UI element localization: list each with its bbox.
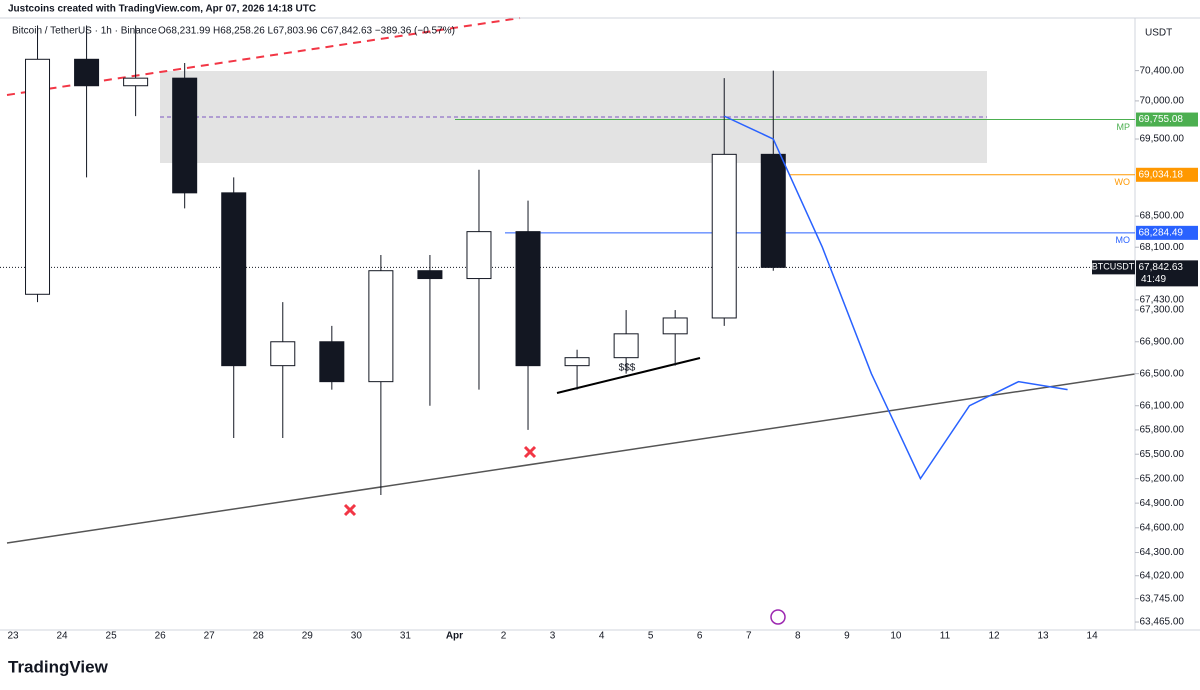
y-tick-label: 65,800.00 (1140, 425, 1185, 436)
x-tick-label: 24 (56, 631, 68, 642)
candle-body (515, 231, 541, 367)
price-tag (1136, 167, 1198, 182)
y-tick-label: 64,900.00 (1140, 498, 1185, 509)
logo: TradingView (8, 657, 109, 676)
x-tick-label: 3 (550, 631, 556, 642)
level-label: MP (1117, 122, 1131, 132)
symbol-tag (1092, 260, 1135, 275)
level-label: WO (1115, 177, 1131, 187)
level-label: MO (1116, 235, 1131, 245)
symbol: Bitcoin / TetherUS · 1h · Binance (12, 26, 157, 37)
x-tick-label: 28 (253, 631, 265, 642)
countdown: 41:49 (1141, 274, 1166, 285)
x-tick-label: 14 (1087, 631, 1099, 642)
candle-body (760, 153, 786, 268)
x-tick-label: 25 (106, 631, 118, 642)
price-tag (1136, 112, 1198, 127)
y-tick-label: 63,745.00 (1140, 593, 1185, 604)
ohlc: O68,231.99 H68,258.26 L67,803.96 C67,842… (158, 26, 455, 37)
price-tag-label: 69,755.08 (1139, 114, 1184, 125)
y-tick-label: 66,900.00 (1140, 336, 1185, 347)
candle-body (221, 192, 247, 367)
x-tick-label: 2 (501, 631, 507, 642)
y-tick-label: 67,430.00 (1140, 294, 1185, 305)
candle-body (319, 341, 345, 383)
x-tick-label: 10 (890, 631, 902, 642)
y-tick-label: 65,500.00 (1140, 449, 1185, 460)
x-tick-label: 27 (204, 631, 216, 642)
trend-line (556, 357, 701, 394)
x-tick-label: 7 (746, 631, 752, 642)
x-tick-label: 5 (648, 631, 654, 642)
author: Justcoins created with TradingView.com, … (8, 4, 316, 15)
symbol-tag-label: BTCUSDT (1092, 262, 1135, 272)
event-icon[interactable] (770, 609, 786, 625)
currency[interactable]: USDT (1145, 28, 1172, 39)
y-tick-label: 67,300.00 (1140, 305, 1185, 316)
y-tick-label: 66,500.00 (1140, 368, 1185, 379)
x-tick-label: 29 (302, 631, 314, 642)
y-tick-label: 70,000.00 (1140, 96, 1185, 107)
x-tick-label: 30 (351, 631, 363, 642)
price-tag-label: 69,034.18 (1139, 169, 1184, 180)
y-tick-label: 68,100.00 (1140, 242, 1185, 253)
x-tick-label: 4 (599, 631, 605, 642)
candle-body (417, 270, 443, 280)
x-marker (343, 445, 537, 517)
y-tick-label: 68,500.00 (1140, 211, 1185, 222)
x-tick-label: 23 (7, 631, 19, 642)
y-tick-label: 63,465.00 (1140, 617, 1185, 628)
candle-body (270, 341, 296, 367)
y-tick-label: 66,100.00 (1140, 400, 1185, 411)
y-tick-label: 70,400.00 (1140, 65, 1185, 76)
y-tick-label: 69,500.00 (1140, 134, 1185, 145)
candle-body (662, 317, 688, 335)
candle-body (564, 357, 590, 367)
x-tick-label: 31 (400, 631, 412, 642)
price-tag-label: 68,284.49 (1139, 227, 1184, 238)
annotation: $$$ (619, 363, 636, 374)
price-tag-label: 67,842.63 (1139, 262, 1184, 273)
y-tick-label: 64,600.00 (1140, 522, 1185, 533)
candle-body (172, 77, 198, 194)
candle-body (368, 270, 394, 383)
x-tick-label: Apr (446, 631, 463, 642)
y-tick-label: 64,020.00 (1140, 570, 1185, 581)
candle-body (123, 77, 149, 87)
candle-body (466, 231, 492, 280)
candle-body (711, 153, 737, 319)
x-tick-label: 6 (697, 631, 703, 642)
y-tick-label: 64,300.00 (1140, 547, 1185, 558)
x-tick-label: 8 (795, 631, 801, 642)
price-tag (1136, 225, 1198, 240)
candle-body (74, 58, 100, 87)
candle-body (613, 333, 639, 359)
x-tick-label: 9 (844, 631, 850, 642)
trend-line (6, 373, 1136, 544)
x-tick-label: 11 (940, 631, 951, 642)
price-tag (1136, 260, 1198, 287)
projection-line (723, 115, 1068, 481)
x-tick-label: 13 (1037, 631, 1049, 642)
y-tick-label: 65,200.00 (1140, 473, 1185, 484)
x-tick-label: 26 (155, 631, 167, 642)
x-tick-label: 12 (988, 631, 1000, 642)
candle-body (25, 58, 51, 295)
